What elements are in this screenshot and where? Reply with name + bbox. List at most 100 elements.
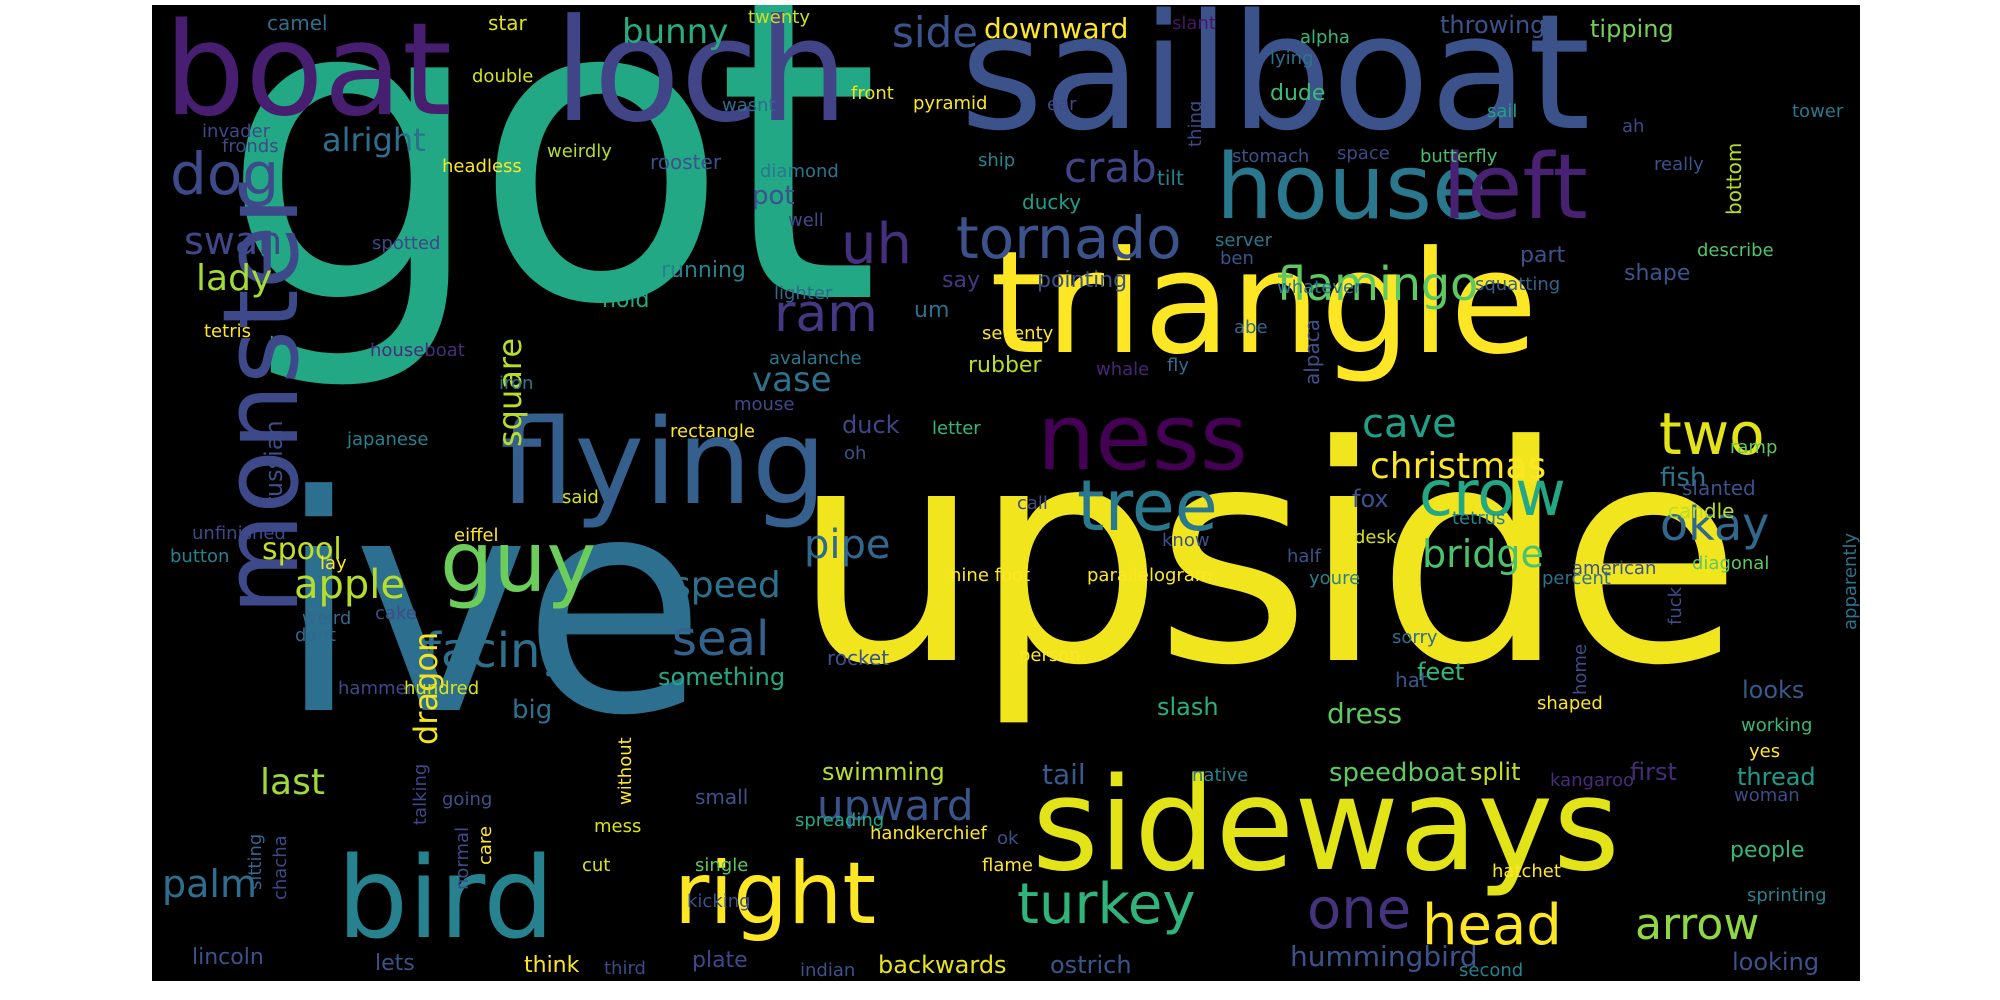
- cloud-word: headless: [442, 156, 522, 177]
- cloud-word: eiffel: [454, 525, 499, 546]
- cloud-word: ear: [1047, 94, 1077, 115]
- cloud-word: facing: [424, 623, 571, 679]
- cloud-word: fuck: [1665, 586, 1686, 625]
- cloud-word: backwards: [878, 951, 1007, 979]
- cloud-word: seal: [672, 611, 770, 667]
- cloud-word: button: [170, 546, 230, 567]
- cloud-word: plate: [692, 948, 748, 973]
- cloud-word: speedboat: [1329, 758, 1467, 788]
- cloud-word: candle: [1668, 499, 1735, 523]
- cloud-word: pot: [752, 181, 795, 211]
- cloud-word: rubber: [968, 353, 1042, 378]
- cloud-word: percent: [1542, 568, 1611, 589]
- cloud-word: know: [1162, 530, 1210, 551]
- cloud-word: single: [695, 855, 749, 876]
- cloud-word: feet: [1417, 658, 1465, 686]
- cloud-word: server: [1215, 230, 1272, 251]
- cloud-word: hatchet: [1492, 861, 1561, 882]
- cloud-word: ness: [1037, 384, 1248, 491]
- cloud-word: downward: [984, 12, 1129, 45]
- cloud-word: ah: [1622, 116, 1645, 137]
- cloud-word: pipe: [804, 522, 891, 568]
- cloud-word: boat: [164, 5, 453, 145]
- cloud-word: lady: [196, 258, 273, 299]
- cloud-word: unfinished: [192, 523, 286, 544]
- cloud-word: thread: [1737, 763, 1816, 791]
- cloud-word: person: [1019, 645, 1081, 666]
- cloud-word: running: [661, 258, 746, 283]
- cloud-word: thing: [1185, 100, 1206, 147]
- cloud-word: avalanche: [769, 348, 862, 369]
- cloud-word: dont: [295, 625, 336, 646]
- cloud-word: camel: [267, 11, 328, 35]
- cloud-word: hammer: [338, 678, 414, 699]
- cloud-word: handkerchief: [870, 823, 987, 844]
- cloud-word: invader: [202, 121, 270, 142]
- cloud-word: ive: [277, 432, 706, 781]
- cloud-word: tipping: [1590, 15, 1674, 43]
- cloud-word: throwing: [1440, 11, 1546, 39]
- cloud-word: sorry: [1392, 627, 1438, 648]
- cloud-word: tornado: [956, 204, 1182, 272]
- cloud-word: ben: [1220, 248, 1254, 269]
- cloud-word: looks: [1742, 676, 1805, 704]
- cloud-word: sail: [1487, 101, 1518, 122]
- cloud-word: double: [472, 66, 534, 87]
- cloud-word: speed: [672, 565, 781, 606]
- cloud-word: something: [658, 663, 786, 691]
- cloud-word: tree: [1077, 465, 1218, 547]
- cloud-word: rectangle: [670, 421, 755, 442]
- cloud-word: lighter: [774, 283, 833, 304]
- cloud-word: bird: [337, 834, 555, 964]
- cloud-word: apple: [294, 562, 406, 608]
- cloud-word: two: [1659, 400, 1765, 468]
- cloud-word: split: [1470, 758, 1521, 786]
- cloud-word: care: [475, 825, 496, 865]
- cloud-word: tower: [1792, 101, 1844, 122]
- cloud-word: fish: [1660, 463, 1707, 493]
- cloud-word: weirdly: [547, 141, 612, 162]
- cloud-word: alright: [322, 121, 426, 159]
- cloud-word: rooster: [650, 150, 722, 174]
- cloud-word: seventy: [982, 323, 1054, 344]
- cloud-word: tail: [1042, 758, 1086, 791]
- cloud-word: think: [524, 953, 580, 978]
- cloud-word: upward: [817, 781, 974, 830]
- cloud-word: front: [851, 83, 894, 104]
- cloud-word: whatever: [1277, 277, 1362, 298]
- cloud-word: lets: [375, 951, 415, 976]
- cloud-word: spreading: [795, 810, 885, 831]
- cloud-word: ramp: [1730, 437, 1778, 458]
- cloud-word: ostrich: [1050, 951, 1132, 979]
- cloud-word: working: [1741, 715, 1813, 736]
- cloud-word: swan: [184, 219, 283, 263]
- cloud-word: squatting: [1475, 274, 1561, 295]
- cloud-word: fronds: [222, 136, 279, 157]
- cloud-word: part: [1520, 243, 1566, 268]
- cloud-word: lay: [320, 553, 347, 574]
- cloud-word: duck: [842, 411, 900, 439]
- word-cloud: got upside ive sailboat triangle sideway…: [152, 5, 1860, 981]
- cloud-word: tetris: [204, 321, 251, 342]
- cloud-word: home: [1570, 643, 1591, 695]
- cloud-word: spool: [262, 532, 342, 567]
- cloud-word: parallelogram: [1087, 565, 1213, 586]
- cloud-word: slant: [1172, 13, 1216, 34]
- cloud-word: turkey: [1017, 872, 1196, 937]
- cloud-word: sprinting: [1747, 885, 1827, 906]
- cloud-word: really: [1654, 154, 1704, 175]
- cloud-word: hold: [602, 288, 650, 313]
- cloud-word: head: [1422, 893, 1562, 958]
- cloud-word: lincoln: [192, 945, 264, 970]
- cloud-word: dude: [1270, 81, 1326, 106]
- cloud-word: stomach: [1232, 146, 1310, 167]
- cloud-word: alpaca: [1300, 318, 1324, 385]
- cloud-word: russian: [260, 420, 288, 507]
- cloud-word: abe: [1234, 317, 1268, 338]
- cloud-word: sailboat: [960, 5, 1591, 166]
- cloud-word: shape: [1624, 261, 1691, 286]
- cloud-word: diagonal: [1692, 553, 1770, 574]
- cloud-word: diamond: [760, 161, 839, 182]
- cloud-word: looking: [1732, 948, 1820, 976]
- cloud-word: said: [562, 487, 599, 508]
